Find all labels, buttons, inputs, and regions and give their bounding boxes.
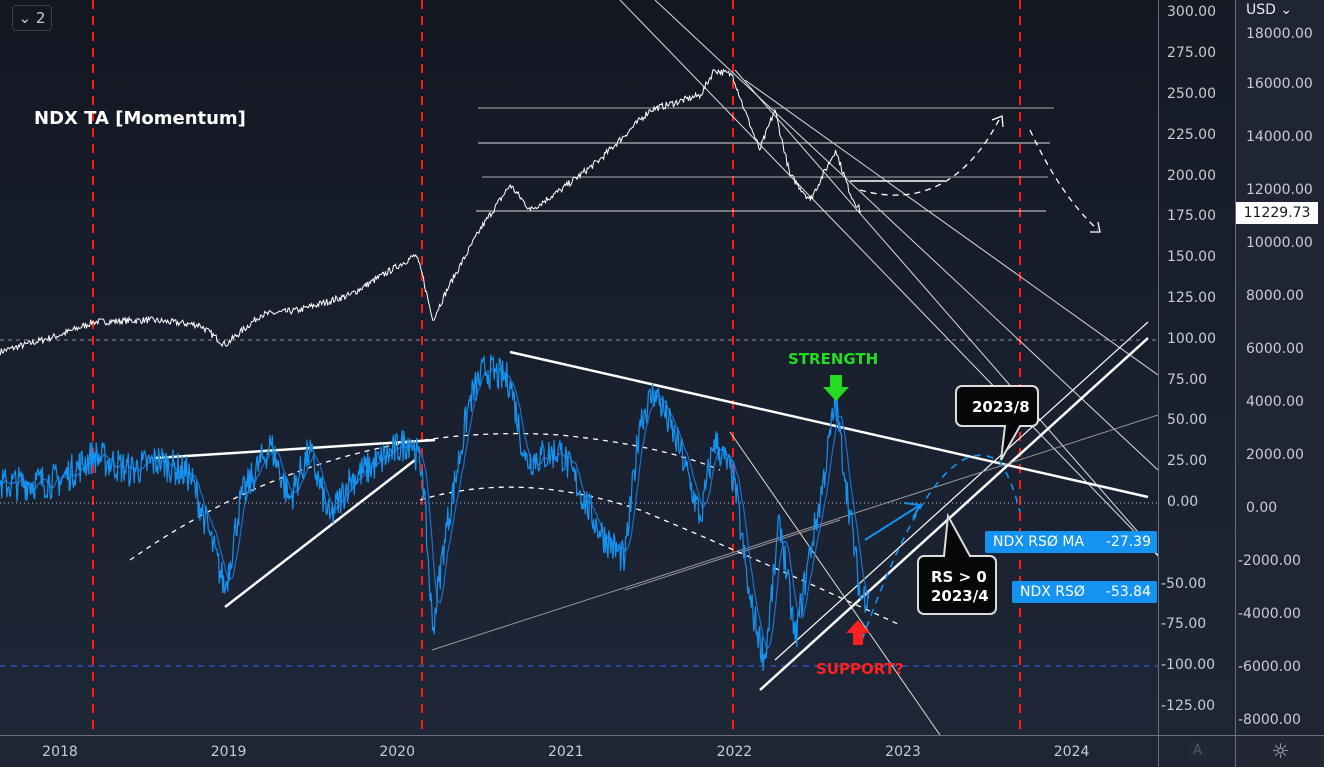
time-axis-tick: 2022 [716,744,753,760]
drawings [129,0,1159,736]
last-price-label: 11229.73 [1236,202,1318,224]
left-axis-tick: 225.00 [1167,126,1216,143]
strength-label: STRENGTH [788,350,878,368]
left-axis-tick: 125.00 [1167,290,1216,306]
chevron-down-icon: ⌄ [1280,2,1293,18]
resistance-line[interactable] [154,438,436,460]
support-arrow-icon [846,620,870,645]
rs-badge: NDX RSØ -53.84 [1012,581,1157,603]
right-axis-tick: 14000.00 [1246,129,1313,145]
chart-svg[interactable]: STRENGTH SUPPORT? 2023/8 RS > 0 2023/4 [0,0,1159,736]
left-axis-tick: -75.00 [1161,616,1207,633]
right-axis-tick: 6000.00 [1246,341,1304,357]
left-axis-tick: 275.00 [1167,45,1216,62]
time-axis-tick: 2018 [42,744,78,760]
channel-line[interactable] [729,431,941,736]
callout-text: 2023/4 [931,587,989,605]
strength-arrow-icon [823,375,849,401]
channel-line[interactable] [654,0,1159,471]
left-axis-tick: -50.00 [1161,575,1207,592]
right-axis-tick: 16000.00 [1246,76,1313,92]
left-axis-tick: 200.00 [1167,167,1216,184]
right-axis-tick: -2000.00 [1238,553,1301,569]
forecast-path-down[interactable] [1029,129,1099,231]
dashed-arc[interactable] [129,432,721,561]
currency-select[interactable]: USD ⌄ [1246,2,1293,18]
auto-scale-button[interactable]: A [1158,735,1236,767]
right-price-axis[interactable]: USD ⌄ 18000.00 16000.00 14000.00 12000.00 10… [1235,0,1324,735]
rs-forecast-path[interactable] [861,454,1021,641]
channel-line[interactable] [744,79,1159,376]
right-axis-tick: 4000.00 [1246,394,1304,410]
forecast-path-up[interactable] [859,117,1001,196]
rs-line [0,354,870,671]
event-lines [92,0,1021,735]
channel-line[interactable] [619,0,1159,557]
left-axis-tick: 75.00 [1167,371,1208,388]
left-price-axis[interactable]: 300.00 275.00 250.00 225.00 200.00 175.00 150.… [1158,0,1236,735]
gray-trend-line[interactable] [624,519,841,591]
right-axis-tick: -6000.00 [1238,659,1301,675]
left-axis-tick: -125.00 [1161,698,1216,714]
settings-gear-icon[interactable]: ☼ [1235,735,1324,767]
time-axis-tick: 2019 [210,744,247,760]
ndx-price-line [0,68,862,356]
right-axis-tick: 12000.00 [1246,182,1313,198]
left-axis-tick: 300.00 [1167,4,1216,21]
left-axis-tick: 0.00 [1167,494,1199,510]
support-label: SUPPORT? [816,660,904,678]
callout-text: RS > 0 [931,568,987,586]
support-line[interactable] [759,337,1149,691]
time-axis-tick: 2023 [885,744,921,760]
collapse-count: 2 [35,9,46,27]
right-axis-tick: -8000.00 [1238,712,1301,728]
left-axis-tick: 100.00 [1167,330,1216,347]
left-axis-tick: 150.00 [1167,249,1216,266]
left-axis-tick: 175.00 [1167,208,1216,225]
rising-line[interactable] [224,459,416,608]
rs-ma-line [0,365,870,649]
chart-title: NDX TA [Momentum] [34,108,246,129]
callout-rs-2023-4[interactable]: RS > 0 2023/4 [917,512,997,615]
time-axis-tick: 2020 [379,744,416,760]
right-axis-tick: 10000.00 [1246,235,1313,251]
trend-line[interactable] [509,350,1149,499]
chevron-down-icon: ⌄ [18,9,36,27]
right-axis-tick: 0.00 [1246,500,1278,516]
time-axis-tick: 2021 [547,744,584,760]
left-axis-tick: 25.00 [1167,453,1208,470]
right-axis-tick: -4000.00 [1238,606,1301,622]
right-axis-tick: 2000.00 [1246,447,1304,463]
arrow-head-icon [991,115,1101,233]
left-axis-tick: 50.00 [1167,412,1208,429]
dashed-arc[interactable] [419,486,901,626]
rs-arrow[interactable] [864,502,922,541]
gray-trend-line[interactable] [431,414,1159,651]
chart-plot-area[interactable]: STRENGTH SUPPORT? 2023/8 RS > 0 2023/4 [0,0,1159,736]
right-axis-tick: 8000.00 [1246,288,1304,304]
time-axis[interactable]: 2018 2019 2020 2021 2022 2023 2024 [0,735,1158,767]
rs-ma-badge: NDX RSØ MA -27.39 [985,531,1157,553]
support-line-2[interactable] [774,321,1149,661]
time-axis-tick: 2024 [1053,744,1090,760]
left-axis-tick: 250.00 [1167,86,1216,102]
callout-2023-8[interactable]: 2023/8 [955,385,1039,461]
collapse-panes-button[interactable]: ⌄ 2 [12,5,52,31]
left-axis-tick: -100.00 [1161,657,1216,674]
channel-line[interactable] [734,69,1159,556]
callout-text: 2023/8 [972,398,1030,416]
right-axis-tick: 18000.00 [1246,26,1313,42]
